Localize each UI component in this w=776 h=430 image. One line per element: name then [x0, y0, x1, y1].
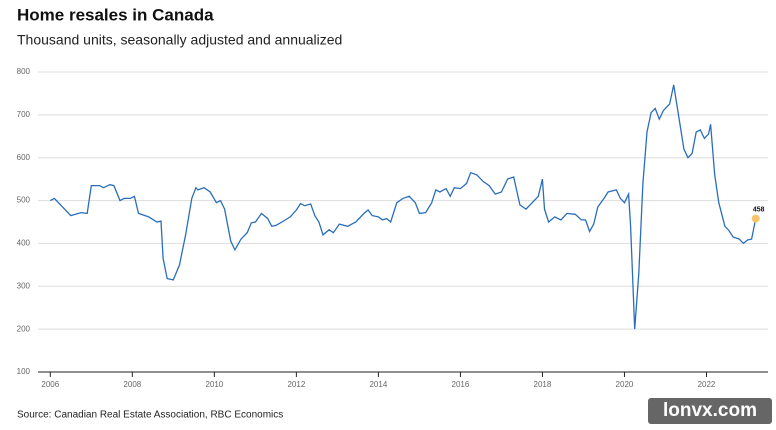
- line: [49, 84, 757, 330]
- last-value-label: 458: [753, 206, 765, 213]
- y-tick-label: 500: [17, 196, 31, 205]
- y-tick-label: 100: [17, 367, 31, 376]
- y-tick-label: 800: [17, 67, 31, 76]
- x-tick-label: 2022: [698, 380, 716, 389]
- x-tick-label: 2006: [41, 380, 59, 389]
- watermark-bg: [648, 398, 772, 424]
- chart-subtitle: Thousand units, seasonally adjusted and …: [17, 32, 342, 48]
- y-tick-label: 300: [17, 281, 31, 290]
- y-tick-label: 400: [17, 239, 31, 248]
- y-tick-label: 600: [17, 153, 31, 162]
- x-tick-label: 2018: [534, 380, 552, 389]
- source: Source: Canadian Real Estate Association…: [17, 410, 283, 421]
- x-tick-label: 2014: [369, 380, 387, 389]
- x-tick-label: 2010: [205, 380, 223, 389]
- x-tick-label: 2020: [616, 380, 634, 389]
- x-tick-label: 2008: [123, 380, 141, 389]
- chart-title: Home resales in Canada: [17, 5, 214, 24]
- y-tick-label: 200: [17, 324, 31, 333]
- x-tick-label: 2012: [287, 380, 305, 389]
- x-tick-label: 2016: [452, 380, 470, 389]
- last-point: [751, 214, 760, 223]
- y-tick-label: 700: [17, 110, 31, 119]
- watermark: lonvx.com: [663, 400, 757, 421]
